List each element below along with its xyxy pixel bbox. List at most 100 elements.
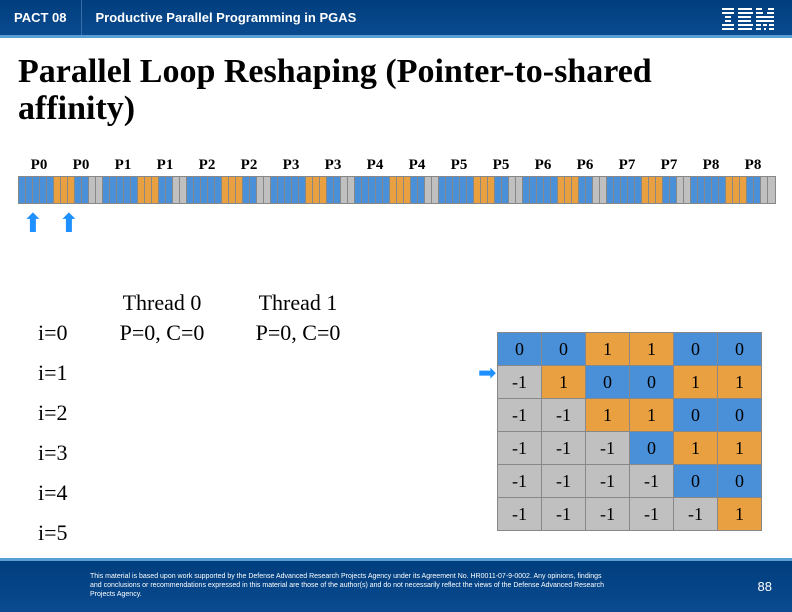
mem-cell (243, 177, 250, 203)
mem-cell (236, 177, 243, 203)
mem-cell (327, 177, 334, 203)
thread-1-header: Thread 1 (230, 290, 366, 316)
slide-title: Parallel Loop Reshaping (Pointer-to-shar… (18, 54, 774, 127)
mem-cell (264, 177, 271, 203)
matrix-cell: -1 (498, 465, 542, 498)
mem-cell (474, 177, 481, 203)
mem-cell (313, 177, 320, 203)
mem-cell (425, 177, 432, 203)
mem-cell (82, 177, 89, 203)
matrix-cell: 1 (674, 366, 718, 399)
mem-cell (446, 177, 453, 203)
matrix-cell: 0 (586, 366, 630, 399)
proc-label: P3 (270, 157, 312, 174)
mem-cell (460, 177, 467, 203)
mem-cell (635, 177, 642, 203)
matrix-cell: 0 (630, 366, 674, 399)
mem-cell (705, 177, 712, 203)
mem-cell (229, 177, 236, 203)
slide-footer: This material is based upon work support… (0, 558, 792, 612)
mem-cell (124, 177, 131, 203)
mem-cell (208, 177, 215, 203)
matrix-cell: 0 (498, 333, 542, 366)
matrix-cell: -1 (498, 498, 542, 531)
iter-label: i=1 (38, 360, 94, 386)
header-conference: PACT 08 (0, 0, 82, 35)
mem-cell (740, 177, 747, 203)
arrow-up-icon: ⬆ (58, 208, 80, 239)
mem-cell (138, 177, 145, 203)
mem-cell (614, 177, 621, 203)
mem-cell (551, 177, 558, 203)
mem-cell (292, 177, 299, 203)
mem-cell (628, 177, 635, 203)
matrix-cell: -1 (586, 498, 630, 531)
matrix-cell: -1 (498, 366, 542, 399)
matrix-cell: 1 (718, 366, 762, 399)
mem-cell (61, 177, 68, 203)
proc-label: P0 (60, 157, 102, 174)
matrix-cell: -1 (630, 465, 674, 498)
mem-cell (215, 177, 222, 203)
mem-cell (663, 177, 670, 203)
matrix-cell: -1 (630, 498, 674, 531)
mem-cell (439, 177, 446, 203)
mem-cell (390, 177, 397, 203)
matrix-cell: 1 (586, 333, 630, 366)
mem-cell (194, 177, 201, 203)
arrow-right-icon: ➡ (478, 360, 496, 386)
ibm-logo (722, 8, 774, 33)
matrix-cell: 0 (630, 432, 674, 465)
mem-cell (33, 177, 40, 203)
mem-cell (152, 177, 159, 203)
proc-label: P7 (648, 157, 690, 174)
proc-label: P5 (480, 157, 522, 174)
proc-label: P3 (312, 157, 354, 174)
thread-1-value: P=0, C=0 (230, 320, 366, 346)
proc-label: P1 (144, 157, 186, 174)
mem-cell (467, 177, 474, 203)
iter-label: i=5 (38, 520, 94, 546)
mem-cell (593, 177, 600, 203)
matrix-cell: 1 (542, 366, 586, 399)
arrow-up-icon: ⬆ (22, 208, 44, 239)
mem-cell (516, 177, 523, 203)
mem-cell (558, 177, 565, 203)
mem-cell (537, 177, 544, 203)
processor-labels-row: P0P0P1P1P2P2P3P3P4P4P5P5P6P6P7P7P8P8 (18, 157, 774, 174)
mem-cell (754, 177, 761, 203)
mem-cell (110, 177, 117, 203)
mem-cell (768, 177, 775, 203)
mem-cell (397, 177, 404, 203)
mem-cell (586, 177, 593, 203)
matrix-cell: 0 (674, 333, 718, 366)
mem-cell (677, 177, 684, 203)
matrix-cell: -1 (542, 432, 586, 465)
mem-cell (271, 177, 278, 203)
mem-cell (481, 177, 488, 203)
mem-cell (187, 177, 194, 203)
mem-cell (649, 177, 656, 203)
mem-cell (383, 177, 390, 203)
slide-header: PACT 08 Productive Parallel Programming … (0, 0, 792, 38)
mem-cell (355, 177, 362, 203)
mem-cell (376, 177, 383, 203)
mem-cell (621, 177, 628, 203)
proc-label: P7 (606, 157, 648, 174)
mem-cell (75, 177, 82, 203)
thread-0-value: P=0, C=0 (94, 320, 230, 346)
mem-cell (285, 177, 292, 203)
mem-cell (747, 177, 754, 203)
matrix-cell: -1 (498, 432, 542, 465)
mem-cell (691, 177, 698, 203)
mem-cell (495, 177, 502, 203)
mem-cell (299, 177, 306, 203)
proc-label: P0 (18, 157, 60, 174)
mem-cell (726, 177, 733, 203)
mem-cell (250, 177, 257, 203)
thread-0-header: Thread 0 (94, 290, 230, 316)
mem-cell (488, 177, 495, 203)
mem-cell (761, 177, 768, 203)
mem-cell (432, 177, 439, 203)
proc-label: P8 (732, 157, 774, 174)
